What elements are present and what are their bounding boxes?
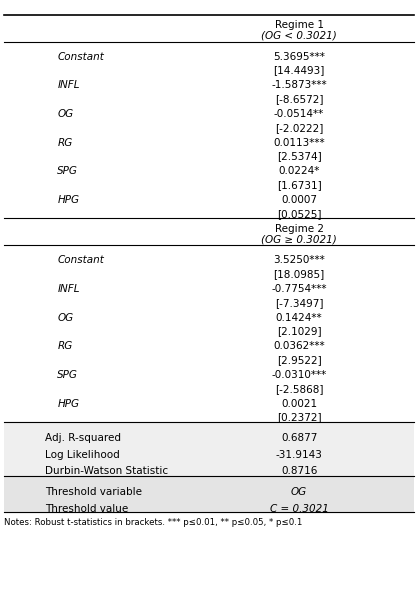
Text: Notes: Robust t-statistics in brackets. *** p≤0.01, ** p≤0.05, * p≤0.1: Notes: Robust t-statistics in brackets. … xyxy=(4,518,303,527)
Text: Threshold variable: Threshold variable xyxy=(45,487,142,497)
Text: Durbin-Watson Statistic: Durbin-Watson Statistic xyxy=(45,466,168,476)
Text: HPG: HPG xyxy=(57,195,79,205)
Text: INFL: INFL xyxy=(57,284,80,294)
Text: [2.5374]: [2.5374] xyxy=(277,151,321,161)
Text: -31.9143: -31.9143 xyxy=(276,450,323,460)
Bar xyxy=(4,422,414,476)
Text: 5.3695***: 5.3695*** xyxy=(273,51,325,61)
Text: SPG: SPG xyxy=(57,370,78,380)
Bar xyxy=(4,476,414,512)
Text: (OG ≥ 0.3021): (OG ≥ 0.3021) xyxy=(261,235,337,244)
Text: [-2.0222]: [-2.0222] xyxy=(275,122,323,133)
Text: Threshold value: Threshold value xyxy=(45,503,128,513)
Text: HPG: HPG xyxy=(57,399,79,408)
Text: Regime 2: Regime 2 xyxy=(275,224,324,234)
Text: (OG < 0.3021): (OG < 0.3021) xyxy=(261,31,337,41)
Text: 0.6877: 0.6877 xyxy=(281,433,317,444)
Text: 0.1424**: 0.1424** xyxy=(276,312,322,322)
Text: [2.9522]: [2.9522] xyxy=(277,355,321,365)
Text: -1.5873***: -1.5873*** xyxy=(271,80,327,90)
Text: Log Likelihood: Log Likelihood xyxy=(45,450,120,460)
Text: [2.1029]: [2.1029] xyxy=(277,327,321,336)
Text: -0.0310***: -0.0310*** xyxy=(272,370,327,380)
Text: 0.0113***: 0.0113*** xyxy=(273,137,325,147)
Text: -0.7754***: -0.7754*** xyxy=(271,284,327,294)
Text: RG: RG xyxy=(57,341,73,351)
Text: [1.6731]: [1.6731] xyxy=(277,180,321,190)
Text: INFL: INFL xyxy=(57,80,80,90)
Text: -0.0514**: -0.0514** xyxy=(274,109,324,119)
Text: [14.4493]: [14.4493] xyxy=(273,65,325,75)
Text: [0.0525]: [0.0525] xyxy=(277,209,321,219)
Text: RG: RG xyxy=(57,137,73,147)
Text: Constant: Constant xyxy=(57,255,104,265)
Text: Regime 1: Regime 1 xyxy=(275,20,324,30)
Text: 0.0007: 0.0007 xyxy=(281,195,317,205)
Text: OG: OG xyxy=(291,487,307,497)
Text: [-7.3497]: [-7.3497] xyxy=(275,297,324,307)
Text: [-8.6572]: [-8.6572] xyxy=(275,94,324,104)
Text: OG: OG xyxy=(57,312,74,322)
Text: 0.8716: 0.8716 xyxy=(281,466,317,476)
Text: 0.0021: 0.0021 xyxy=(281,399,317,408)
Text: 0.0362***: 0.0362*** xyxy=(273,341,325,351)
Text: OG: OG xyxy=(57,109,74,119)
Text: SPG: SPG xyxy=(57,166,78,176)
Text: Adj. R-squared: Adj. R-squared xyxy=(45,433,121,444)
Text: [18.0985]: [18.0985] xyxy=(273,269,325,279)
Text: 3.5250***: 3.5250*** xyxy=(273,255,325,265)
Text: [-2.5868]: [-2.5868] xyxy=(275,384,324,393)
Text: 0.0224*: 0.0224* xyxy=(278,166,320,176)
Text: [0.2372]: [0.2372] xyxy=(277,413,321,422)
Text: C = 0.3021: C = 0.3021 xyxy=(270,503,329,513)
Text: Constant: Constant xyxy=(57,51,104,61)
